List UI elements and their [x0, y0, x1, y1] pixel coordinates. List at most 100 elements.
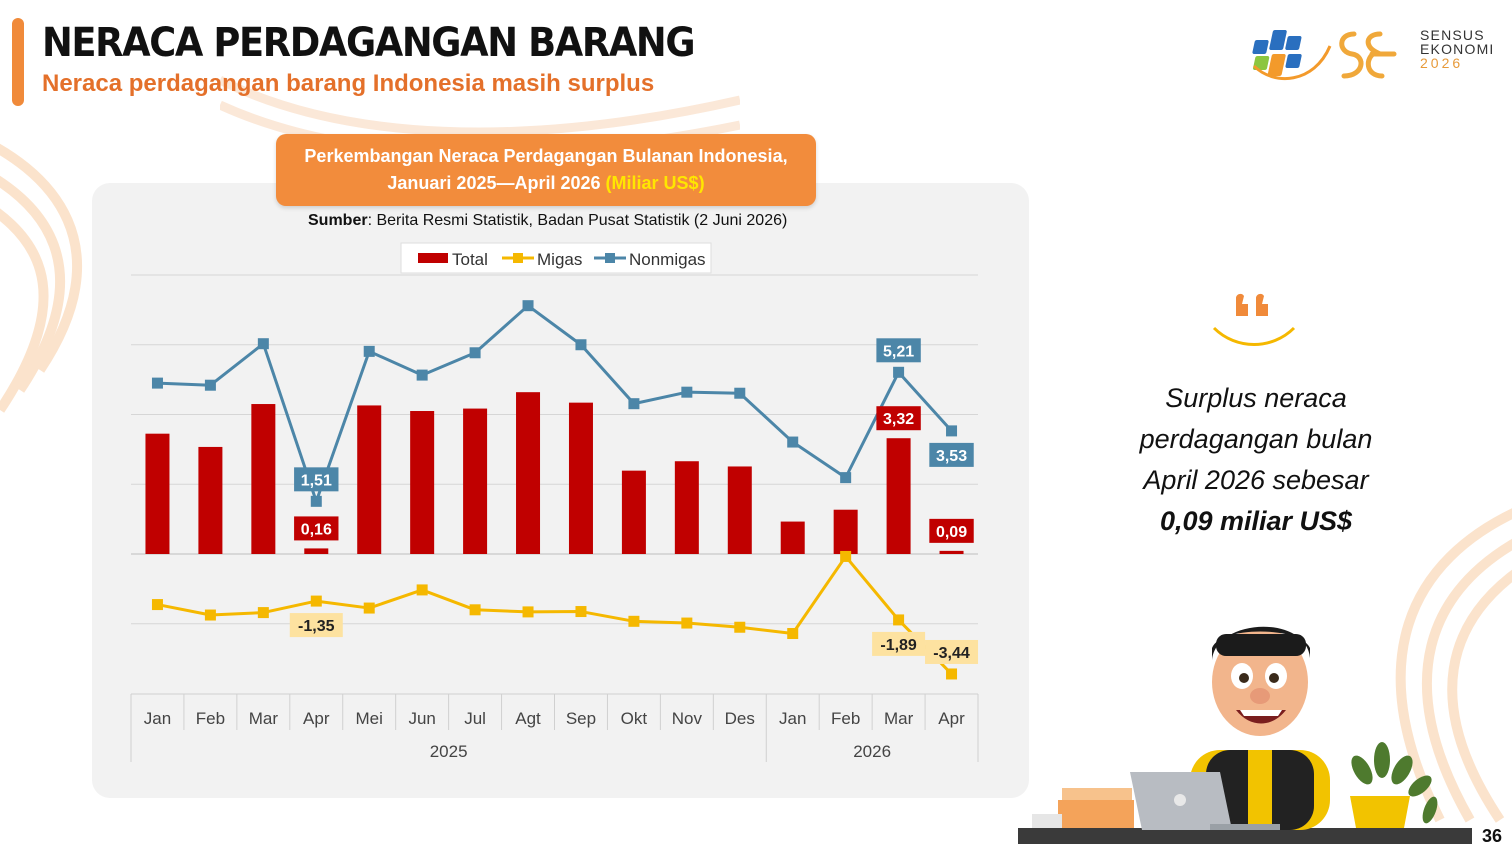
migas-line [157, 554, 953, 676]
title-accent-bar [12, 18, 24, 106]
data-label-migas: -1,89 [880, 637, 917, 654]
books-icon [1032, 788, 1134, 828]
quote-text: Surplus neraca perdagangan bulan April 2… [1110, 378, 1402, 542]
legend-label: Migas [537, 250, 582, 269]
migas-point [681, 617, 693, 629]
x-tick-label: Sep [566, 709, 596, 728]
x-tick-label: Jun [408, 709, 435, 728]
logo-text-sensus: SENSUS [1420, 27, 1485, 43]
bar-total [410, 411, 435, 554]
page-title: NERACA PERDAGANGAN BARANG [42, 20, 696, 66]
migas-point [946, 668, 958, 680]
bar-total [251, 404, 276, 554]
data-label-nonmigas-bg [929, 442, 974, 467]
x-tick-label: Mei [356, 709, 383, 728]
chart-legend: Total Migas Nonmigas [400, 242, 712, 274]
bps-logo-mark [1252, 30, 1332, 80]
x-tick-label: Apr [938, 709, 965, 728]
data-label-total-bg [929, 518, 974, 543]
nonmigas-point [310, 495, 322, 507]
x-tick-label: Nov [672, 709, 703, 728]
logo-text-year: 2026 [1420, 55, 1464, 71]
quote-line2: perdagangan bulan [1139, 424, 1373, 454]
nonmigas-point [893, 366, 905, 378]
desk-icon [1018, 828, 1490, 844]
nonmigas-point [257, 338, 269, 350]
se2026-logo-mark [1339, 31, 1397, 79]
page-number: 36 [1472, 824, 1512, 848]
nonmigas-point [628, 398, 640, 410]
x-tick-label: Jan [144, 709, 171, 728]
bar-total [463, 408, 488, 554]
x-tick-label: Jan [779, 709, 806, 728]
legend-label: Total [452, 250, 488, 269]
bar-total [674, 461, 699, 554]
chart-panel [92, 183, 1029, 798]
data-label-migas-bg [872, 631, 926, 656]
nonmigas-point [840, 472, 852, 484]
bar-total [304, 548, 329, 554]
quote-highlight: 0,09 miliar US$ [1159, 506, 1353, 536]
data-label-total: 0,16 [301, 521, 332, 538]
chart-title-line1: Perkembangan Neraca Perdagangan Bulanan … [304, 146, 788, 166]
bar-total [886, 438, 911, 554]
legend-label: Nonmigas [629, 250, 706, 269]
data-label-total: 3,32 [883, 411, 914, 428]
mascot-illustration [1018, 626, 1490, 844]
migas-point [893, 614, 905, 626]
legend-box [400, 242, 712, 274]
data-label-nonmigas: 5,21 [883, 343, 914, 360]
source-text: : Berita Resmi Statistik, Badan Pusat St… [367, 212, 788, 229]
x-tick-label: Mar [884, 709, 914, 728]
x-group-label: 2025 [430, 742, 468, 761]
bar-total [516, 392, 541, 554]
chart-source: Sumber: Berita Resmi Statistik, Badan Pu… [308, 212, 787, 230]
data-label-total-bg [294, 516, 339, 541]
nonmigas-point [946, 425, 958, 437]
nonmigas-point [575, 339, 587, 351]
nonmigas-point [681, 386, 693, 398]
x-tick-label: Feb [196, 709, 225, 728]
migas-point [257, 607, 269, 619]
nonmigas-point [416, 369, 428, 381]
data-label-migas: -1,35 [298, 618, 335, 635]
chart-title-period: Januari 2025—April 2026 [387, 173, 601, 193]
migas-point [310, 595, 322, 607]
source-label: Sumber [308, 212, 368, 229]
quote-icon [1212, 293, 1296, 346]
migas-point [469, 604, 481, 616]
quote-line3: April 2026 sebesar [1143, 465, 1369, 495]
laptop-icon [1130, 772, 1280, 830]
data-label-migas-bg [289, 613, 343, 638]
legend-swatch-marker [605, 253, 615, 263]
nonmigas-point [469, 347, 481, 359]
chart-title: Perkembangan Neraca Perdagangan Bulanan … [276, 134, 816, 206]
bar-total [727, 466, 752, 554]
x-tick-label: Okt [621, 709, 648, 728]
bar-total [621, 470, 646, 554]
nonmigas-point [204, 379, 216, 391]
migas-point [416, 584, 428, 596]
chart-title-line2: Januari 2025—April 2026 (Miliar US$) [276, 170, 816, 197]
legend-swatch-total [418, 253, 448, 263]
x-tick-label: Apr [303, 709, 330, 728]
nonmigas-point [522, 300, 534, 312]
nonmigas-line [157, 304, 953, 503]
migas-point [787, 628, 799, 640]
legend-swatch-marker [513, 253, 523, 263]
migas-point [151, 599, 163, 611]
x-tick-label: Mar [249, 709, 279, 728]
bar-total [198, 446, 223, 554]
data-label-migas: -3,44 [933, 645, 970, 662]
nonmigas-point [787, 436, 799, 448]
data-label-nonmigas: 1,51 [301, 472, 332, 489]
x-tick-label: Agt [515, 709, 541, 728]
nonmigas-point [734, 387, 746, 399]
x-tick-label: Des [725, 709, 755, 728]
plant-icon [1350, 742, 1438, 828]
data-label-nonmigas-bg [294, 467, 339, 492]
nonmigas-point [151, 377, 163, 389]
data-label-migas-bg [925, 639, 979, 664]
bar-total [145, 433, 170, 554]
bar-total [357, 405, 382, 554]
